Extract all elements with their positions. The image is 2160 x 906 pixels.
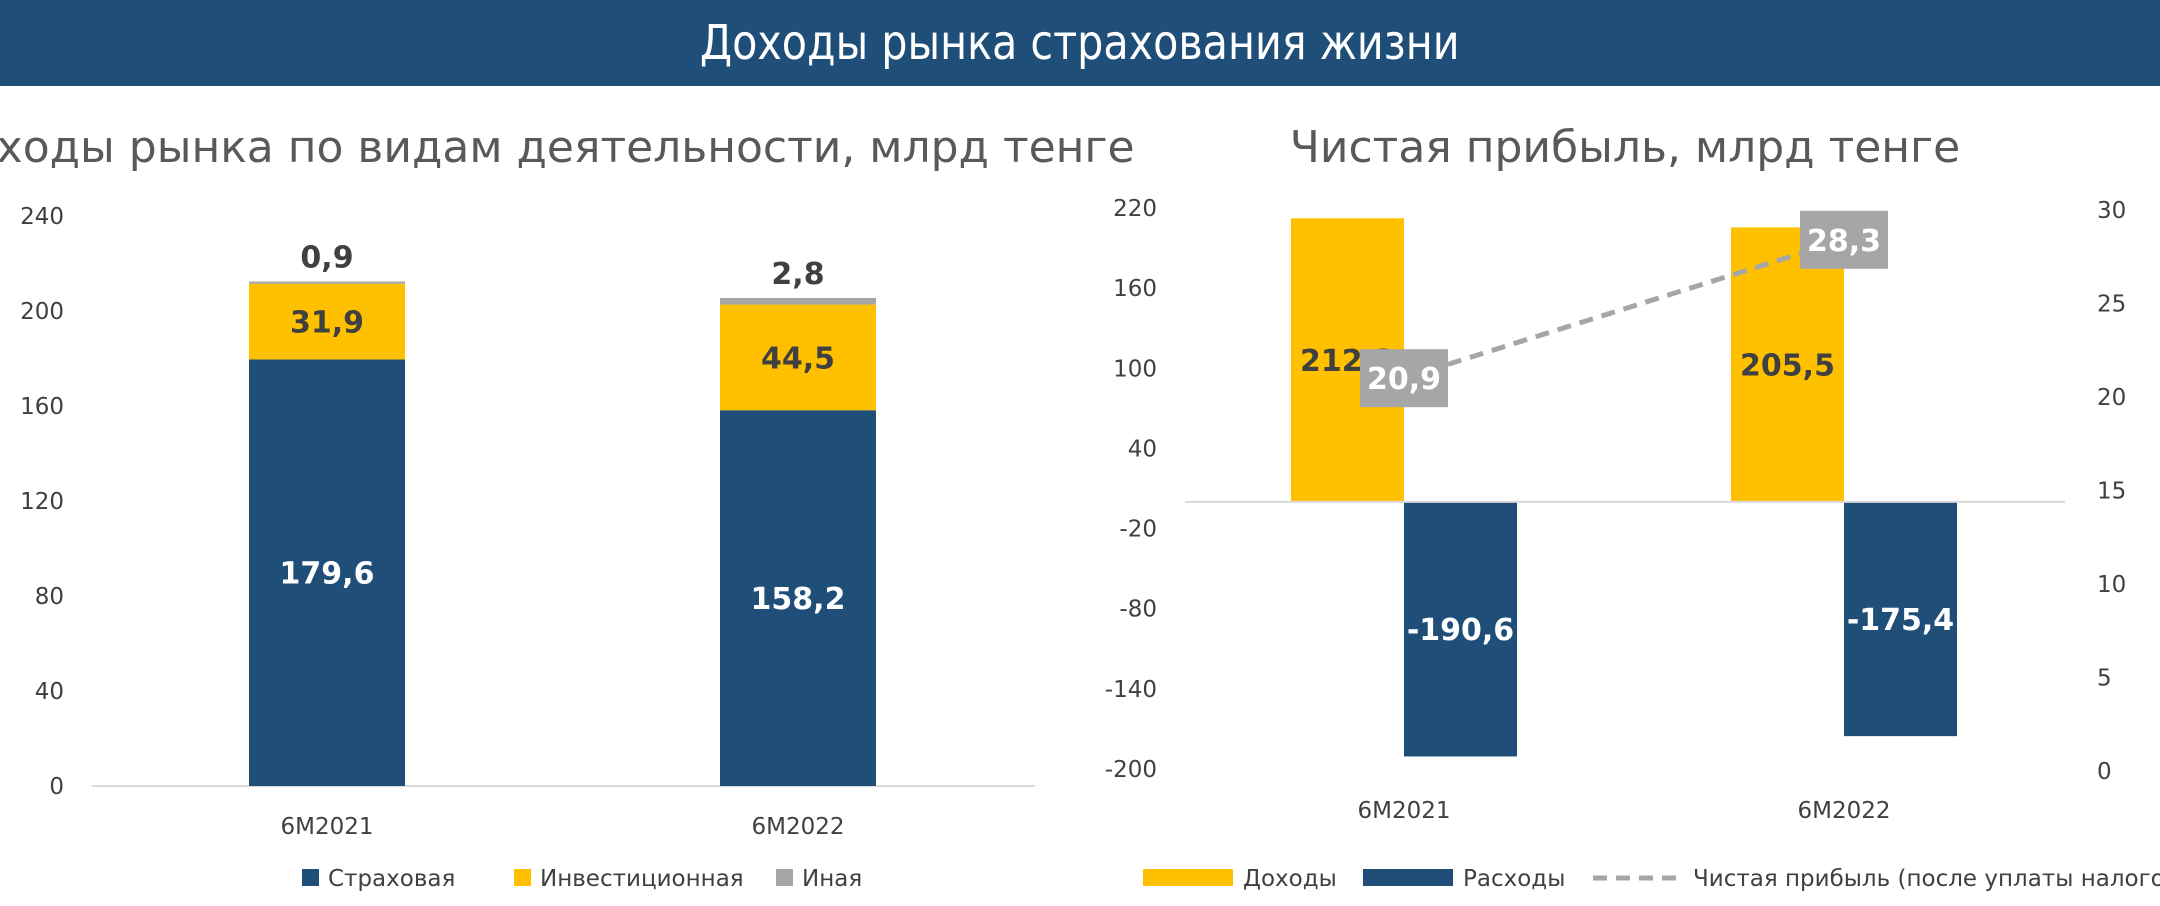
right-chart-y2-tick: 25 xyxy=(2097,292,2126,318)
net-profit-label: 20,9 xyxy=(1367,362,1441,397)
left-y-tick: 40 xyxy=(35,679,64,705)
bar-data-label: 44,5 xyxy=(761,341,835,376)
right-chart-y-tick: -80 xyxy=(1119,597,1157,623)
bar-data-label: 179,6 xyxy=(280,557,375,592)
right-chart-y2-tick: 0 xyxy=(2097,759,2112,785)
bar-data-label: 2,8 xyxy=(771,257,824,292)
net-profit-label-box xyxy=(1360,349,1448,408)
right-chart-y2-tick: 20 xyxy=(2097,385,2126,411)
legend-swatch xyxy=(514,869,531,886)
legend-label: Доходы xyxy=(1243,866,1337,892)
net-profit-label-box xyxy=(1800,210,1888,269)
left-y-tick: 200 xyxy=(20,299,64,325)
right-chart-y-tick: 100 xyxy=(1113,356,1157,382)
right-chart-y-tick: -140 xyxy=(1105,677,1157,703)
expense-bar xyxy=(1844,501,1957,737)
bar-other xyxy=(249,281,405,284)
legend-label: Страховая xyxy=(328,866,455,892)
right-chart-left-y-axis: 220 160 100 40 -20 -80 -140 -200 xyxy=(1105,196,1157,783)
right-legend: Доходы Расходы Чистая прибыль (после уплат… xyxy=(1143,866,2160,892)
expense-bar xyxy=(1404,501,1517,757)
bar-data-label: 158,2 xyxy=(751,582,846,617)
right-chart-y2-tick: 10 xyxy=(2097,572,2126,598)
net-profit-line: 20,9 28,3 xyxy=(1360,210,1888,408)
bar-data-label: -175,4 xyxy=(1847,603,1954,638)
left-bars: 179,6 31,9 0,9 158,2 44,5 2,8 xyxy=(249,241,876,786)
right-chart-y2-tick: 15 xyxy=(2097,479,2126,505)
right-chart-y-tick: 40 xyxy=(1128,436,1157,462)
page-title: Доходы рынка страхования жизни xyxy=(700,15,1460,71)
right-chart-y-tick: 160 xyxy=(1113,276,1157,302)
income-bar xyxy=(1731,227,1844,502)
legend-swatch xyxy=(776,869,793,886)
right-chart-y2-tick: 30 xyxy=(2097,198,2126,224)
bar-investment xyxy=(720,304,876,411)
right-x-axis: 6М2021 6М2022 xyxy=(1357,798,1890,824)
right-chart-right-y-axis: 30 25 20 15 10 5 0 xyxy=(2097,198,2126,785)
right-x-tick: 6М2021 xyxy=(1357,798,1450,824)
left-x-axis: 6М2021 6М2022 xyxy=(280,814,844,840)
bar-data-label: 31,9 xyxy=(290,306,364,341)
bar-investment xyxy=(249,283,405,360)
legend-label: Иная xyxy=(802,866,862,892)
legend-label: Расходы xyxy=(1463,866,1565,892)
bar-data-label: 0,9 xyxy=(300,241,353,276)
left-x-tick: 6М2022 xyxy=(751,814,844,840)
legend-swatch-expense xyxy=(1363,869,1453,886)
legend-label: Инвестиционная xyxy=(540,866,744,892)
bar-data-label: 205,5 xyxy=(1740,349,1835,384)
left-x-tick: 6М2021 xyxy=(280,814,373,840)
bar-insurance xyxy=(249,359,405,786)
right-x-tick: 6М2022 xyxy=(1797,798,1890,824)
bar-data-label: -190,6 xyxy=(1407,613,1514,648)
right-chart-y-tick: -200 xyxy=(1105,757,1157,783)
bar-other xyxy=(720,297,876,305)
left-y-tick: 160 xyxy=(20,394,64,420)
left-chart-title: Доходы рынка по видам деятельности, млрд… xyxy=(0,122,1135,173)
legend-swatch xyxy=(302,869,319,886)
right-chart-y-tick: 220 xyxy=(1113,196,1157,222)
right-chart-y2-tick: 5 xyxy=(2097,666,2112,692)
right-chart-y-tick: -20 xyxy=(1119,517,1157,543)
bar-insurance xyxy=(720,410,876,786)
left-y-tick: 120 xyxy=(20,489,64,515)
page-title-banner: Доходы рынка страхования жизни xyxy=(0,0,2160,86)
left-legend: Страховая Инвестиционная Иная xyxy=(302,866,862,892)
left-y-tick: 0 xyxy=(49,774,64,800)
net-profit-label: 28,3 xyxy=(1807,224,1881,259)
left-y-tick: 80 xyxy=(35,584,64,610)
right-chart-title: Чистая прибыль, млрд тенге xyxy=(1290,122,1961,173)
legend-label: Чистая прибыль (после уплаты налогов) (R… xyxy=(1693,866,2160,892)
net-profit-chart: Чистая прибыль, млрд тенге 22016010040-2… xyxy=(1105,122,2160,892)
left-y-tick: 240 xyxy=(20,204,64,230)
legend-swatch-income xyxy=(1143,869,1233,886)
net-profit-polyline xyxy=(1403,237,1845,381)
income-by-activity-chart: Доходы рынка по видам деятельности, млрд… xyxy=(0,122,1135,892)
left-y-axis: 0 40 80 120 160 200 240 xyxy=(20,204,64,800)
